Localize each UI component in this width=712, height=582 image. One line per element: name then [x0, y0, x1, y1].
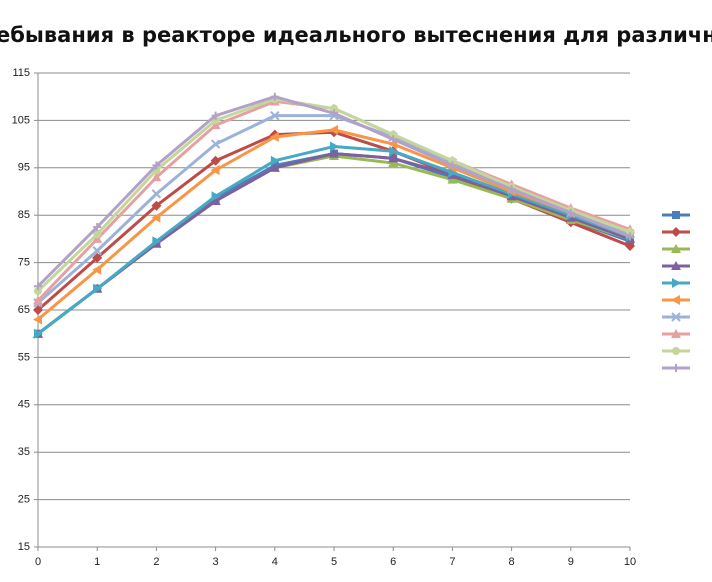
- data-point: [152, 236, 162, 247]
- data-point: [93, 230, 102, 239]
- data-point: [92, 264, 102, 275]
- data-point: [269, 131, 279, 142]
- data-point: [566, 208, 575, 217]
- data-point: [92, 246, 102, 256]
- data-point: [389, 135, 398, 144]
- y-tick-label: 35: [18, 446, 30, 458]
- data-point: [33, 314, 42, 325]
- data-point: [389, 130, 398, 139]
- data-point: [151, 172, 162, 182]
- data-point: [211, 191, 221, 202]
- data-point: [34, 282, 42, 291]
- data-point: [210, 155, 221, 166]
- legend-marker: [672, 211, 680, 219]
- data-point: [93, 223, 102, 232]
- x-tick-label: 8: [509, 556, 515, 568]
- y-tick-label: 15: [18, 541, 30, 553]
- data-point: [151, 212, 161, 223]
- y-tick-label: 115: [12, 67, 30, 79]
- data-point: [507, 185, 516, 194]
- data-point: [625, 241, 635, 252]
- x-tick-label: 5: [331, 556, 337, 568]
- x-tick-label: 1: [94, 556, 100, 568]
- data-point: [93, 283, 103, 294]
- y-tick-label: 85: [18, 209, 30, 221]
- data-point: [270, 110, 280, 121]
- data-point: [388, 153, 399, 163]
- x-tick-label: 9: [568, 556, 574, 568]
- data-point: [92, 233, 103, 243]
- x-tick-label: 2: [153, 556, 159, 568]
- data-point: [33, 305, 43, 315]
- x-tick-label: 7: [449, 556, 455, 568]
- data-point: [330, 141, 339, 152]
- x-tick-label: 4: [272, 556, 278, 568]
- data-point: [330, 104, 338, 113]
- x-tick-label: 0: [35, 556, 41, 568]
- x-tick-label: 10: [624, 556, 636, 568]
- chart-title: ебывания в реакторе идеального вытеснени…: [0, 23, 712, 47]
- legend-marker: [671, 312, 681, 322]
- data-point: [626, 232, 634, 241]
- y-tick-label: 25: [18, 494, 30, 506]
- data-point: [626, 227, 634, 236]
- data-point: [211, 111, 220, 120]
- data-point: [151, 189, 162, 199]
- data-point: [329, 124, 338, 135]
- data-point: [448, 156, 457, 165]
- y-tick-label: 55: [18, 351, 30, 363]
- data-point: [34, 287, 42, 296]
- data-point: [270, 155, 280, 166]
- legend-marker: [672, 347, 680, 355]
- y-tick-label: 75: [18, 257, 30, 269]
- series-line: [36, 95, 631, 288]
- data-point: [210, 195, 221, 205]
- legend-marker: [671, 227, 681, 237]
- legend-marker: [671, 244, 681, 253]
- legend-marker: [671, 329, 681, 338]
- legend-marker: [672, 364, 680, 372]
- data-point: [388, 158, 399, 168]
- y-tick-label: 65: [18, 304, 30, 316]
- data-point: [447, 174, 458, 184]
- data-point: [448, 167, 458, 178]
- data-point: [270, 92, 279, 101]
- data-point: [33, 295, 43, 305]
- data-point: [210, 120, 221, 130]
- legend-marker: [671, 295, 680, 305]
- data-point: [34, 328, 43, 339]
- data-point: [210, 139, 221, 149]
- y-tick-label: 105: [12, 114, 30, 126]
- data-point: [210, 165, 220, 176]
- y-tick-label: 95: [18, 162, 30, 174]
- data-point: [330, 109, 338, 118]
- data-point: [151, 200, 162, 211]
- legend-marker: [671, 261, 681, 270]
- data-point: [152, 161, 161, 170]
- legend-marker: [672, 278, 681, 288]
- data-point: [448, 161, 457, 170]
- data-point: [269, 162, 280, 172]
- data-point: [92, 252, 103, 263]
- x-tick-label: 6: [390, 556, 396, 568]
- x-tick-label: 3: [213, 556, 219, 568]
- data-point: [389, 146, 399, 157]
- series-line: [37, 144, 631, 335]
- y-tick-label: 45: [18, 399, 30, 411]
- data-point: [329, 148, 339, 158]
